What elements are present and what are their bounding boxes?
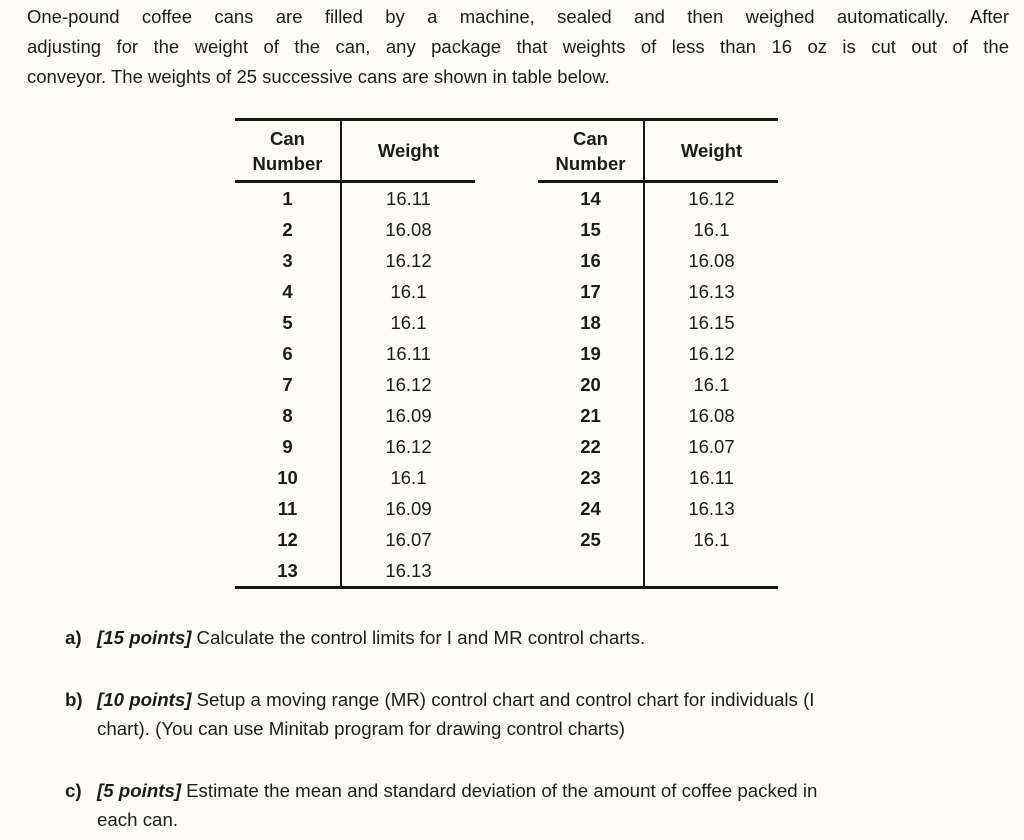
weight-cell: 16.1 [340, 307, 475, 338]
intro-paragraph: One-pound coffee cans are filled by a ma… [27, 2, 1009, 92]
table-column-gap [475, 183, 538, 214]
table-column-gap [475, 555, 538, 586]
question-points: [5 points] [97, 780, 182, 801]
table-column-gap [475, 338, 538, 369]
weight-cell: 16.12 [340, 431, 475, 462]
weight-cell: 16.11 [340, 338, 475, 369]
can-number-cell: 3 [282, 250, 293, 271]
can-number-cell: 20 [580, 374, 601, 395]
weight-cell: 16.12 [340, 245, 475, 276]
intro-line: One-pound coffee cans are filled by a ma… [27, 6, 1009, 27]
can-number-cell: 13 [277, 560, 298, 581]
weight-cell: 16.09 [340, 400, 475, 431]
weight-cell: 16.13 [643, 276, 778, 307]
can-number-cell: 9 [282, 436, 293, 457]
can-number-cell: 23 [580, 467, 601, 488]
can-number-cell: 16 [580, 250, 601, 271]
question-c: c) [5 points] Estimate the mean and stand… [65, 776, 1010, 834]
can-number-cell: 24 [580, 498, 601, 519]
weight-cell [643, 555, 778, 586]
weight-cell: 16.12 [340, 369, 475, 400]
question-points: [15 points] [97, 627, 192, 648]
table-column-gap [475, 245, 538, 276]
can-number-cell: 22 [580, 436, 601, 457]
weight-cell: 16.11 [340, 183, 475, 214]
question-b: b) [10 points] Setup a moving range (MR) … [65, 685, 1010, 743]
question-text: Setup a moving range (MR) control chart … [196, 689, 815, 710]
table-column-gap [475, 493, 538, 524]
col-header-label: Can Number [252, 127, 323, 174]
can-number-cell: 2 [282, 219, 293, 240]
weight-cell: 16.15 [643, 307, 778, 338]
can-number-cell: 25 [580, 529, 601, 550]
can-number-cell: 8 [282, 405, 293, 426]
table-column-gap [475, 214, 538, 245]
intro-line: conveyor. The weights of 25 successive c… [27, 66, 610, 87]
weight-cell: 16.1 [643, 214, 778, 245]
weight-cell: 16.1 [643, 369, 778, 400]
can-number-cell: 17 [580, 281, 601, 302]
table-column-gap [475, 307, 538, 338]
weight-cell: 16.07 [340, 524, 475, 555]
question-body: [15 points] Calculate the control limits … [97, 623, 1010, 652]
col-header-label: Can Number [555, 127, 626, 174]
can-number-cell: 19 [580, 343, 601, 364]
can-number-cell [538, 555, 643, 586]
weight-cell: 16.1 [643, 524, 778, 555]
weight-cell: 16.07 [643, 431, 778, 462]
weight-cell: 16.12 [643, 183, 778, 214]
can-number-cell: 18 [580, 312, 601, 333]
can-number-cell: 11 [277, 498, 298, 519]
can-number-cell: 14 [580, 188, 601, 209]
question-text-line: [5 points] Estimate the mean and standard… [97, 776, 1010, 805]
can-number-cell: 5 [282, 312, 293, 333]
question-text: Calculate the control limits for I and M… [196, 627, 646, 648]
table-column-gap [475, 524, 538, 555]
question-text-line: chart). (You can use Minitab program for… [97, 718, 625, 739]
col-header-can-number-left: Can Number [235, 121, 340, 183]
col-header-weight-left: Weight [340, 121, 475, 183]
weight-cell: 16.13 [643, 493, 778, 524]
table-column-gap [475, 400, 538, 431]
weights-table: Can Number Weight Can Number Weight 1 16.… [235, 118, 778, 589]
can-number-cell: 7 [282, 374, 293, 395]
question-text-line: each can. [97, 809, 179, 830]
can-number-cell: 21 [580, 405, 601, 426]
table-column-gap [475, 431, 538, 462]
col-header-weight-right: Weight [643, 121, 778, 183]
can-number-cell: 1 [282, 188, 293, 209]
col-header-can-number-right: Can Number [538, 121, 643, 183]
question-text-line: [15 points] Calculate the control limits … [97, 623, 1010, 652]
weight-cell: 16.1 [340, 276, 475, 307]
weight-cell: 16.08 [643, 245, 778, 276]
weight-cell: 16.11 [643, 462, 778, 493]
weight-cell: 16.12 [643, 338, 778, 369]
weight-cell: 16.1 [340, 462, 475, 493]
can-number-cell: 12 [277, 529, 298, 550]
table-column-gap [475, 462, 538, 493]
table-column-gap [475, 121, 538, 183]
can-number-cell: 6 [282, 343, 293, 364]
question-a: a) [15 points] Calculate the control limi… [65, 623, 1010, 652]
question-body: [10 points] Setup a moving range (MR) con… [97, 685, 1010, 743]
question-label: c) [65, 780, 82, 801]
can-number-cell: 15 [580, 219, 601, 240]
weight-cell: 16.08 [643, 400, 778, 431]
weight-cell: 16.13 [340, 555, 475, 586]
weight-cell: 16.08 [340, 214, 475, 245]
question-text-line: [10 points] Setup a moving range (MR) con… [97, 685, 1010, 714]
table-column-gap [475, 369, 538, 400]
weight-cell: 16.09 [340, 493, 475, 524]
intro-line: adjusting for the weight of the can, any… [27, 36, 1009, 57]
can-number-cell: 10 [277, 467, 298, 488]
question-points: [10 points] [97, 689, 192, 710]
question-label: a) [65, 627, 82, 648]
table-column-gap [475, 276, 538, 307]
question-body: [5 points] Estimate the mean and standard… [97, 776, 1010, 834]
can-number-cell: 4 [282, 281, 293, 302]
question-text: Estimate the mean and standard deviation… [186, 780, 818, 801]
question-label: b) [65, 689, 83, 710]
